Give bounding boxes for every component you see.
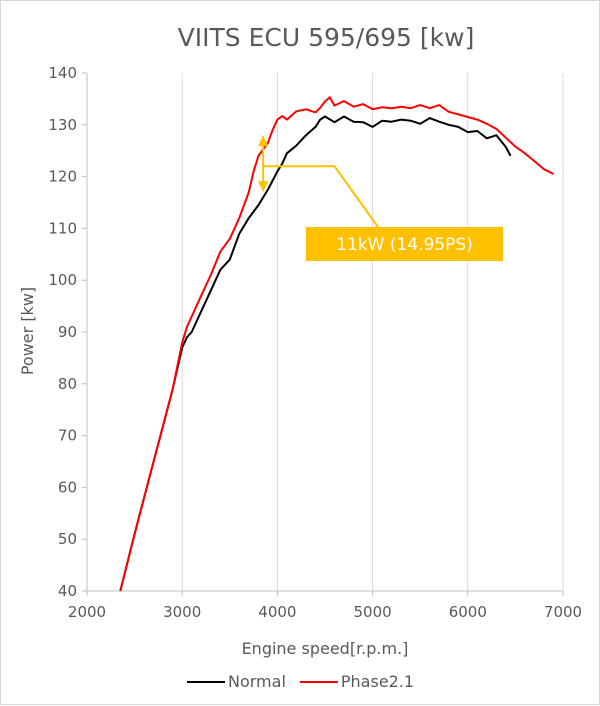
y-tick-label: 90 [58, 323, 77, 341]
x-tick-label: 5000 [354, 603, 392, 621]
x-tick-labels: 2000 3000 4000 5000 6000 7000 [68, 603, 582, 621]
y-tick-label: 80 [58, 375, 77, 393]
series-line-normal [119, 115, 512, 592]
x-tick-label: 3000 [163, 603, 201, 621]
annotation-label: 11kW (14.95PS) [336, 235, 473, 255]
y-axis-label: Power [kw] [18, 287, 37, 375]
grid [181, 73, 564, 591]
y-tick-label: 50 [58, 530, 77, 548]
y-tick-label: 130 [48, 116, 77, 134]
x-tick-label: 4000 [258, 603, 296, 621]
series-lines [119, 96, 554, 592]
annotation-arrow-down [258, 181, 269, 193]
legend: Normal Phase2.1 [187, 672, 414, 691]
x-tick-label: 2000 [68, 603, 106, 621]
x-tick-label: 7000 [544, 603, 582, 621]
series-line-phase2-1 [119, 96, 554, 592]
x-axis-label: Engine speed[r.p.m.] [242, 639, 409, 658]
legend-label: Phase2.1 [341, 672, 414, 691]
y-tick-label: 60 [58, 478, 77, 496]
y-tick-label: 110 [48, 219, 77, 237]
y-tick-label: 120 [48, 168, 77, 186]
x-tick-label: 6000 [449, 603, 487, 621]
chart-title: VIITS ECU 595/695 [kw] [178, 23, 475, 52]
y-tick-label: 40 [58, 582, 77, 600]
axes [82, 72, 564, 596]
annotation-arrow-up [258, 135, 269, 147]
annotation-leader-line [263, 165, 379, 228]
y-tick-label: 70 [58, 427, 77, 445]
y-tick-label: 100 [48, 271, 77, 289]
annotation-box [306, 227, 503, 261]
legend-label: Normal [228, 672, 286, 691]
annotation: 11kW (14.95PS) [258, 135, 503, 261]
y-tick-label: 140 [48, 64, 77, 82]
y-tick-labels: 40 50 60 70 80 90 100 110 120 130 140 [48, 64, 77, 600]
